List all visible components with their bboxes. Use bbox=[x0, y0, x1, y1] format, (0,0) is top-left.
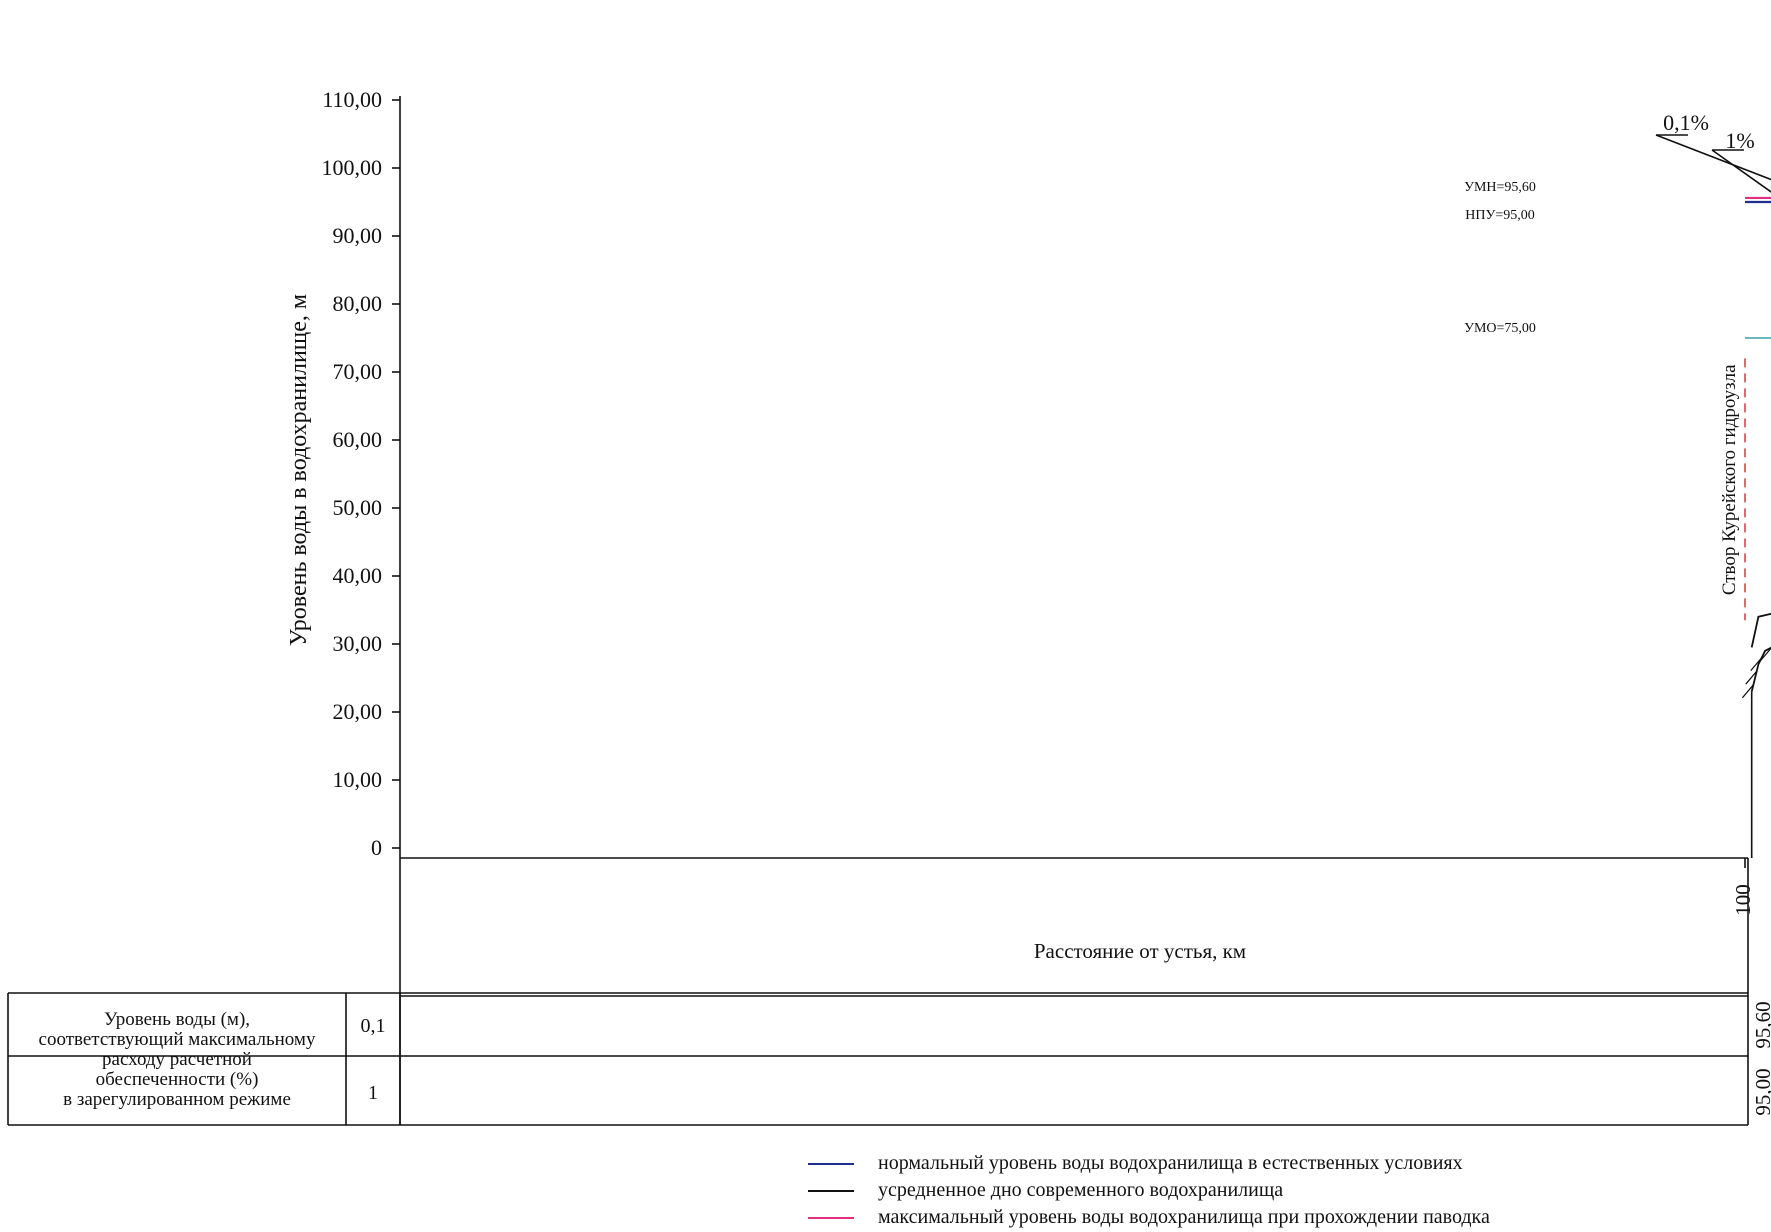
table-caption-line: Уровень воды (м), bbox=[104, 1009, 250, 1030]
y-tick-label: 100,00 bbox=[322, 155, 383, 180]
table-caption-line: в зарегулированном режиме bbox=[63, 1089, 291, 1110]
reference-label-npu: НПУ=95,00 bbox=[1465, 208, 1535, 223]
y-axis-title: Уровень воды в водохранилище, м bbox=[286, 294, 312, 646]
legend-label-bed: усредненное дно современного водохранили… bbox=[878, 1179, 1284, 1201]
series-max-level bbox=[1745, 196, 1771, 200]
y-tick-label: 60,00 bbox=[333, 427, 383, 452]
table-row-label: 0,1 bbox=[361, 1015, 386, 1037]
legend-label-normal-level: нормальный уровень воды водохранилища в … bbox=[878, 1152, 1463, 1174]
y-tick-label: 40,00 bbox=[333, 563, 383, 588]
legend-item-max-level: максимальный уровень воды водохранилища … bbox=[808, 1204, 1490, 1231]
y-tick-label: 70,00 bbox=[333, 359, 383, 384]
legend-label-max-level: максимальный уровень воды водохранилища … bbox=[878, 1206, 1490, 1228]
curve-label-0-1-percent: 0,1% bbox=[1663, 110, 1709, 135]
curve-label-1-percent: 1% bbox=[1725, 128, 1754, 153]
table-caption-line: обеспеченности (%) bbox=[96, 1069, 259, 1090]
legend-swatch-bed bbox=[808, 1189, 854, 1192]
legend-item-normal-level: нормальный уровень воды водохранилища в … bbox=[808, 1150, 1490, 1177]
reference-label-umn: УМН=95,60 bbox=[1464, 180, 1536, 195]
y-tick-label: 20,00 bbox=[333, 699, 383, 724]
y-tick-label: 0 bbox=[371, 835, 382, 860]
x-axis-title: Расстояние от устья, км bbox=[1034, 939, 1246, 963]
y-tick-label: 30,00 bbox=[333, 631, 383, 656]
series-averaged-bed bbox=[1750, 612, 1771, 648]
y-tick-label: 50,00 bbox=[333, 495, 383, 520]
legend: нормальный уровень воды водохранилища в … bbox=[808, 1150, 1490, 1231]
reference-label-umo: УМО=75,00 bbox=[1464, 321, 1536, 336]
curve-label-leader bbox=[1655, 134, 1771, 181]
legend-item-bed: усредненное дно современного водохранили… bbox=[808, 1177, 1490, 1204]
y-tick-label: 10,00 bbox=[333, 767, 383, 792]
y-tick-label: 90,00 bbox=[333, 223, 383, 248]
y-tick-label: 110,00 bbox=[322, 87, 382, 112]
y-tick-label: 80,00 bbox=[333, 291, 383, 316]
table-caption-line: соответствующий максимальному bbox=[39, 1029, 316, 1050]
table-caption-line: расходу расчетной bbox=[102, 1049, 252, 1070]
x-tick-label: 100 bbox=[1731, 884, 1755, 916]
series-normal-level bbox=[1745, 200, 1771, 204]
legend-swatch-normal-level bbox=[808, 1162, 854, 1165]
table-row-label: 1 bbox=[368, 1082, 378, 1104]
tributary-label: Створ Курейского гидроузла bbox=[1719, 364, 1740, 595]
curve-label-leader bbox=[1711, 149, 1771, 193]
legend-swatch-max-level bbox=[808, 1216, 854, 1219]
bed-hatch bbox=[1760, 647, 1771, 661]
table-cell-value: 95,00 bbox=[1751, 1068, 1771, 1115]
bed-hatch bbox=[1741, 684, 1754, 699]
bed-hatch bbox=[1745, 670, 1758, 685]
table-cell-value: 95,60 bbox=[1751, 1001, 1771, 1048]
